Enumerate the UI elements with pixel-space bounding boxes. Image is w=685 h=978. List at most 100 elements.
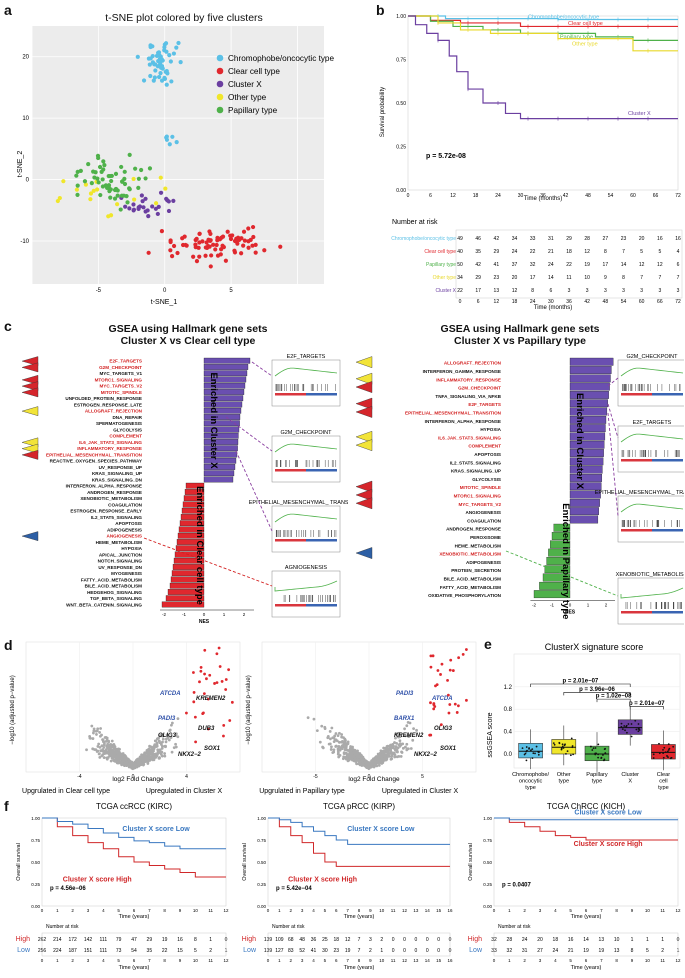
tcga-risk-xlabel: Time (years) xyxy=(119,965,150,971)
tcga-km-curve xyxy=(268,817,450,845)
tsne-point xyxy=(246,226,251,231)
volcano-point xyxy=(119,755,123,758)
tsne-legend-label: Clear cell type xyxy=(228,67,280,76)
volcano-point xyxy=(105,736,109,740)
boxplot-point xyxy=(603,758,606,761)
risk-cell: 3 xyxy=(604,288,607,294)
volcano-point xyxy=(167,738,171,742)
gsea-gene-label: SPERMATOGENESIS xyxy=(96,421,142,426)
tsne-legend: Chromophobe/oncocytic type Clear cell typ… xyxy=(216,54,334,115)
volcano-point xyxy=(385,744,389,748)
volcano-point xyxy=(348,747,352,750)
boxplot-ytick: 0.8 xyxy=(504,707,513,713)
tcga-risk-cell: 0 xyxy=(426,948,429,954)
gsea-gene-label: UV_RESPONSE_UP xyxy=(99,465,142,470)
tsne-grid xyxy=(31,26,324,284)
volcano-point xyxy=(457,656,461,660)
boxplot-box xyxy=(551,739,577,755)
tsne-point xyxy=(88,191,94,196)
tcga-risk-xtick: 5 xyxy=(117,958,120,963)
tcga-xtick: 5 xyxy=(117,908,120,913)
gsea-bar xyxy=(569,357,614,366)
tcga-xtick: 2 xyxy=(71,908,74,913)
volcano-point xyxy=(354,759,358,763)
tcga-risk-cell: 111 xyxy=(100,948,108,954)
tsne-point xyxy=(118,207,123,212)
boxplot-point xyxy=(561,745,564,748)
gsea-gene-label: GLYCOLYSIS xyxy=(472,477,501,482)
gsea-bar xyxy=(569,498,600,507)
volcano-point xyxy=(342,755,346,759)
volcano-point xyxy=(337,740,341,744)
tcga-xtick: 6 xyxy=(335,908,338,913)
risk-cell: 13 xyxy=(494,288,500,294)
gsea-bar xyxy=(203,464,236,470)
boxplot-point xyxy=(662,752,665,755)
gsea-gene-label: IL2_STAT5_SIGNALING xyxy=(91,515,143,520)
gsea-flag-marker xyxy=(21,374,39,385)
gsea-gene-label: ANGIOGENESIS xyxy=(466,510,501,515)
tcga-low-label: Cluster X score Low xyxy=(347,826,415,833)
volcano-point xyxy=(154,739,158,743)
boxplot-point xyxy=(569,754,572,757)
boxplot-point xyxy=(595,752,598,755)
gsea-gene-label: BILE_ACID_METABOLISM xyxy=(85,584,143,589)
tcga-risk-cell: 14 xyxy=(583,937,589,943)
volcano-point xyxy=(380,753,384,757)
tcga-ylabel: Overall survival xyxy=(16,843,22,881)
km-b-xtick: 24 xyxy=(495,193,501,199)
volcano-point xyxy=(146,761,150,764)
gsea-bar xyxy=(203,370,248,377)
volcano-point xyxy=(340,733,344,736)
risk-cell: 8 xyxy=(604,249,607,255)
gsea-gene-label: ESTROGEN_RESPONSE_EARLY xyxy=(70,509,142,514)
volcano-point xyxy=(320,724,324,728)
volcano-point xyxy=(383,752,386,756)
risk-cell: 10 xyxy=(584,275,590,281)
gsea-bar xyxy=(569,507,599,516)
volcano-point xyxy=(185,711,188,715)
volcano-point xyxy=(351,745,354,749)
gsea-bar xyxy=(569,440,605,449)
boxplot-title: ClusterX signature score xyxy=(545,642,644,652)
gsea-gene-label: KRAS_SIGNALING_UP xyxy=(451,469,501,474)
gsea-bar xyxy=(203,451,238,458)
panel-label-b: b xyxy=(376,2,385,18)
volcano-point xyxy=(98,731,102,734)
tcga-risk-cell: 0 xyxy=(403,937,406,943)
gsea-inset-title: EPITHELIAL_MESENCHYMAL_ TRANSITION xyxy=(595,490,684,496)
tcga-risk-low-name: Low xyxy=(243,947,257,954)
volcano-point xyxy=(166,734,170,737)
gsea-right: ALLOGRAFT_REJECTION INTERFERON_GAMMA_RESP… xyxy=(355,354,684,625)
tsne-point xyxy=(146,56,152,61)
tsne-point xyxy=(131,176,136,182)
gsea-gene-label: G2M_CHECKPOINT xyxy=(99,365,142,370)
tsne-point xyxy=(100,177,105,182)
volcano-point xyxy=(100,754,104,758)
volcano-point xyxy=(407,733,411,737)
volcano-point xyxy=(147,755,151,759)
tcga-low-label: Cluster X score Low xyxy=(574,809,642,816)
tsne-point xyxy=(170,134,175,139)
gsea-connector xyxy=(607,377,619,387)
tcga-risk-xtick: 5 xyxy=(324,958,327,963)
tsne-point xyxy=(209,253,214,258)
boxplot-ytick: 0.4 xyxy=(504,730,513,736)
tsne-point xyxy=(278,244,283,249)
tcga-risk-cell: 18 xyxy=(333,937,339,943)
tcga-high-label: Cluster X score High xyxy=(574,841,643,848)
gsea-gene-label: DNA_REPAIR xyxy=(112,415,142,420)
volcano-point xyxy=(218,665,222,668)
risk-cell: 42 xyxy=(475,262,481,268)
tsne-point xyxy=(159,78,165,83)
tsne-point xyxy=(232,248,237,253)
tcga-risk-cell: 3 xyxy=(369,937,372,943)
volcano-point xyxy=(127,759,131,763)
boxplot-point xyxy=(630,735,633,738)
gsea-bar xyxy=(203,357,251,364)
boxplot-point xyxy=(525,759,528,762)
volcano-point xyxy=(379,760,383,764)
tsne-point xyxy=(101,159,106,164)
volcano-point xyxy=(169,736,173,739)
tcga-risk-xtick: 2 xyxy=(71,958,74,963)
